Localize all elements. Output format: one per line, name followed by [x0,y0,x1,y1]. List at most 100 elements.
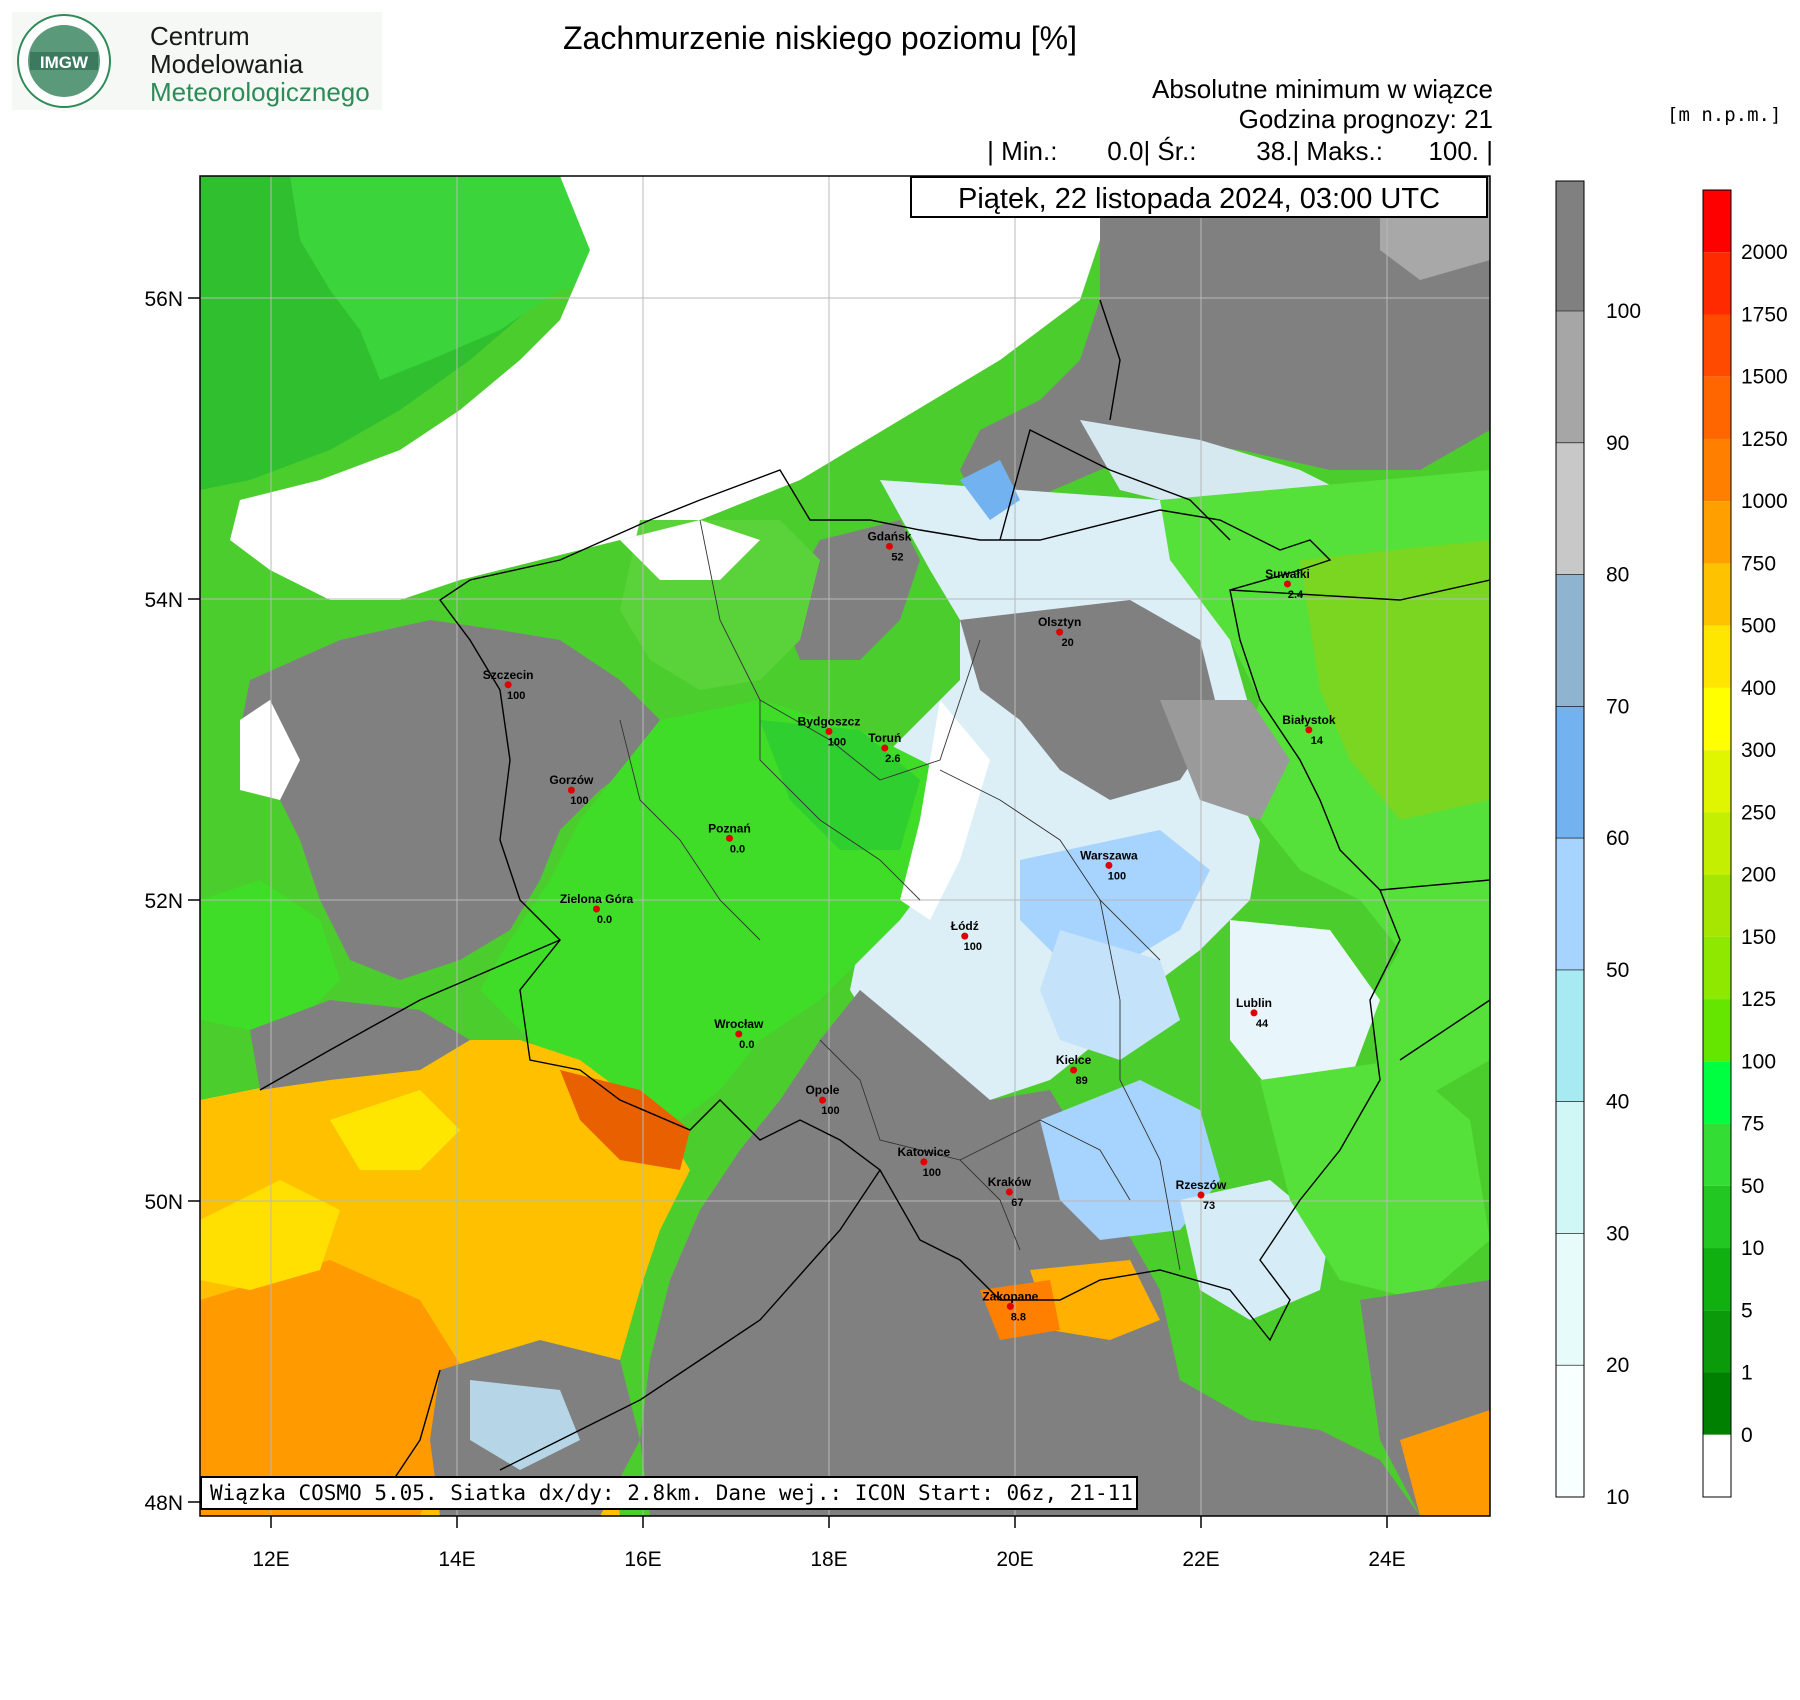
stat-max-value: 100. | [1428,136,1493,166]
lon-label-20e: 20E [996,1548,1033,1571]
city-15: Opole 100 [805,1083,839,1117]
model-info: Wiązka COSMO 5.05. Siatka dx/dy: 2.8km. … [200,1476,1138,1510]
terrain-colorbar-band [1703,190,1731,253]
cloud-colorbar-label: 80 [1606,564,1629,587]
lat-ticks [188,297,200,1503]
cloud-colorbar-label: 20 [1606,1354,1629,1377]
city-dot [1006,1302,1014,1310]
city-12: Lublin 44 [1236,996,1272,1030]
city-value: 2.4 [1288,589,1304,601]
city-name: Łódź [951,919,979,933]
city-name: Zielona Góra [560,892,634,906]
city-name: Lublin [1236,996,1272,1010]
city-dot [1197,1191,1205,1199]
city-0: Gdańsk 52 [867,529,911,563]
city-4: Bydgoszcz 100 [798,714,861,748]
city-dot [593,905,600,913]
city-value: 100 [570,795,588,807]
terrain-colorbar-label: 1 [1741,1362,1753,1385]
city-dot [1250,1009,1258,1017]
terrain-colorbar-label: 1750 [1741,303,1788,326]
city-5: Toruń 2.6 [868,731,901,765]
overcast-west [240,620,660,980]
terrain-colorbar-band [1703,812,1731,875]
city-name: Zakopane [982,1289,1038,1303]
stat-min-value: 0.0 [1107,136,1144,166]
voivodeship-borders [619,519,1181,1271]
city-name: Kraków [988,1175,1032,1189]
terrain-colorbar-band [1703,314,1731,377]
map-subtitle: Absolutne minimum w wiązce [1151,74,1493,104]
city-3: Szczecin 100 [483,668,534,702]
terrain-colorbar-label: 400 [1741,677,1776,700]
city-dot [735,1030,743,1038]
lat-label-56n: 56N [144,288,183,311]
cloud-colorbar-band [1556,574,1584,707]
terrain-colorbar-band [1703,1061,1731,1124]
stat-avg-label: | Śr.: [1143,136,1197,166]
terrain-colorbar-label: 100 [1741,1050,1776,1073]
terrain-colorbar-band [1703,687,1731,751]
city-name: Toruń [868,731,901,745]
city-dot [1005,1188,1013,1196]
city-name: Gorzów [549,773,594,787]
lon-label-22e: 22E [1182,1548,1219,1571]
city-value: 52 [891,551,903,563]
city-dot [567,786,575,794]
lon-label-16e: 16E [624,1548,661,1571]
lat-label-48n: 48N [144,1492,183,1515]
terrain-colorbar-label: 150 [1741,926,1776,949]
city-value: 0.0 [597,914,612,926]
city-name: Kielce [1056,1053,1092,1067]
map-field [200,176,1490,1516]
terrain-colorbar-label: 250 [1741,801,1776,824]
city-dot [1070,1066,1078,1074]
city-1: Suwałki 2.4 [1265,567,1310,601]
cloud-colorbar-band [1556,442,1584,575]
terrain-colorbar-label: 500 [1741,615,1776,638]
city-value: 20 [1062,637,1074,649]
city-6: Białystok 14 [1282,713,1336,747]
field-stats: | Min.: 0.0 | Śr.: 38. | Maks.: 100. | [987,136,1493,167]
city-8: Poznań 0.0 [708,821,751,855]
stat-max-label: | Maks.: [1292,136,1383,166]
terrain-colorbar-band [1703,999,1731,1062]
lat-label-54n: 54N [144,589,183,612]
city-name: Warszawa [1080,848,1138,862]
cloud-colorbar-band [1556,969,1584,1102]
lon-label-14e: 14E [438,1548,475,1571]
terrain-colorbar-band [1703,1310,1731,1373]
terrain-colorbar-band [1703,1434,1731,1497]
city-dot [825,727,833,735]
cloud-colorbar-label: 10 [1606,1486,1629,1509]
cloud-colorbar-label: 50 [1606,959,1629,982]
terrain-colorbar-band [1703,438,1731,502]
city-name: Białystok [1282,713,1336,727]
city-name: Suwałki [1265,567,1310,581]
kaliningrad-border [999,428,1231,541]
forecast-hour: Godzina prognozy: 21 [1238,104,1493,134]
city-value: 100 [507,690,525,702]
city-dot [725,834,733,842]
forecast-date: Piątek, 22 listopada 2024, 03:00 UTC [910,176,1488,218]
cloud-colorbar-band [1556,1233,1584,1366]
cloud-colorbar-band [1556,181,1584,311]
map-frame [199,175,1491,1517]
terrain-colorbar-label: 5 [1741,1299,1753,1322]
graticule [200,176,1490,1516]
terrain-colorbar-band [1703,501,1731,564]
city-value: 100 [923,1167,941,1179]
cloud-colorbar-band [1556,311,1584,443]
cloud-colorbar-label: 100 [1606,300,1641,323]
city-16: Katowice 100 [898,1145,951,1179]
city-10: Zielona Góra 0.0 [560,892,634,926]
city-18: Rzeszów 73 [1176,1178,1227,1212]
terrain-colorbar-band [1703,563,1731,626]
city-dot [920,1158,928,1166]
cloud-colorbar: 100 90 80 70 60 50 40 30 20 10 [1555,180,1641,1509]
overcast-south [640,990,1420,1516]
terrain-colorbar-label: 750 [1741,552,1776,575]
cloud-colorbar-band [1556,838,1584,970]
city-name: Rzeszów [1176,1178,1227,1192]
